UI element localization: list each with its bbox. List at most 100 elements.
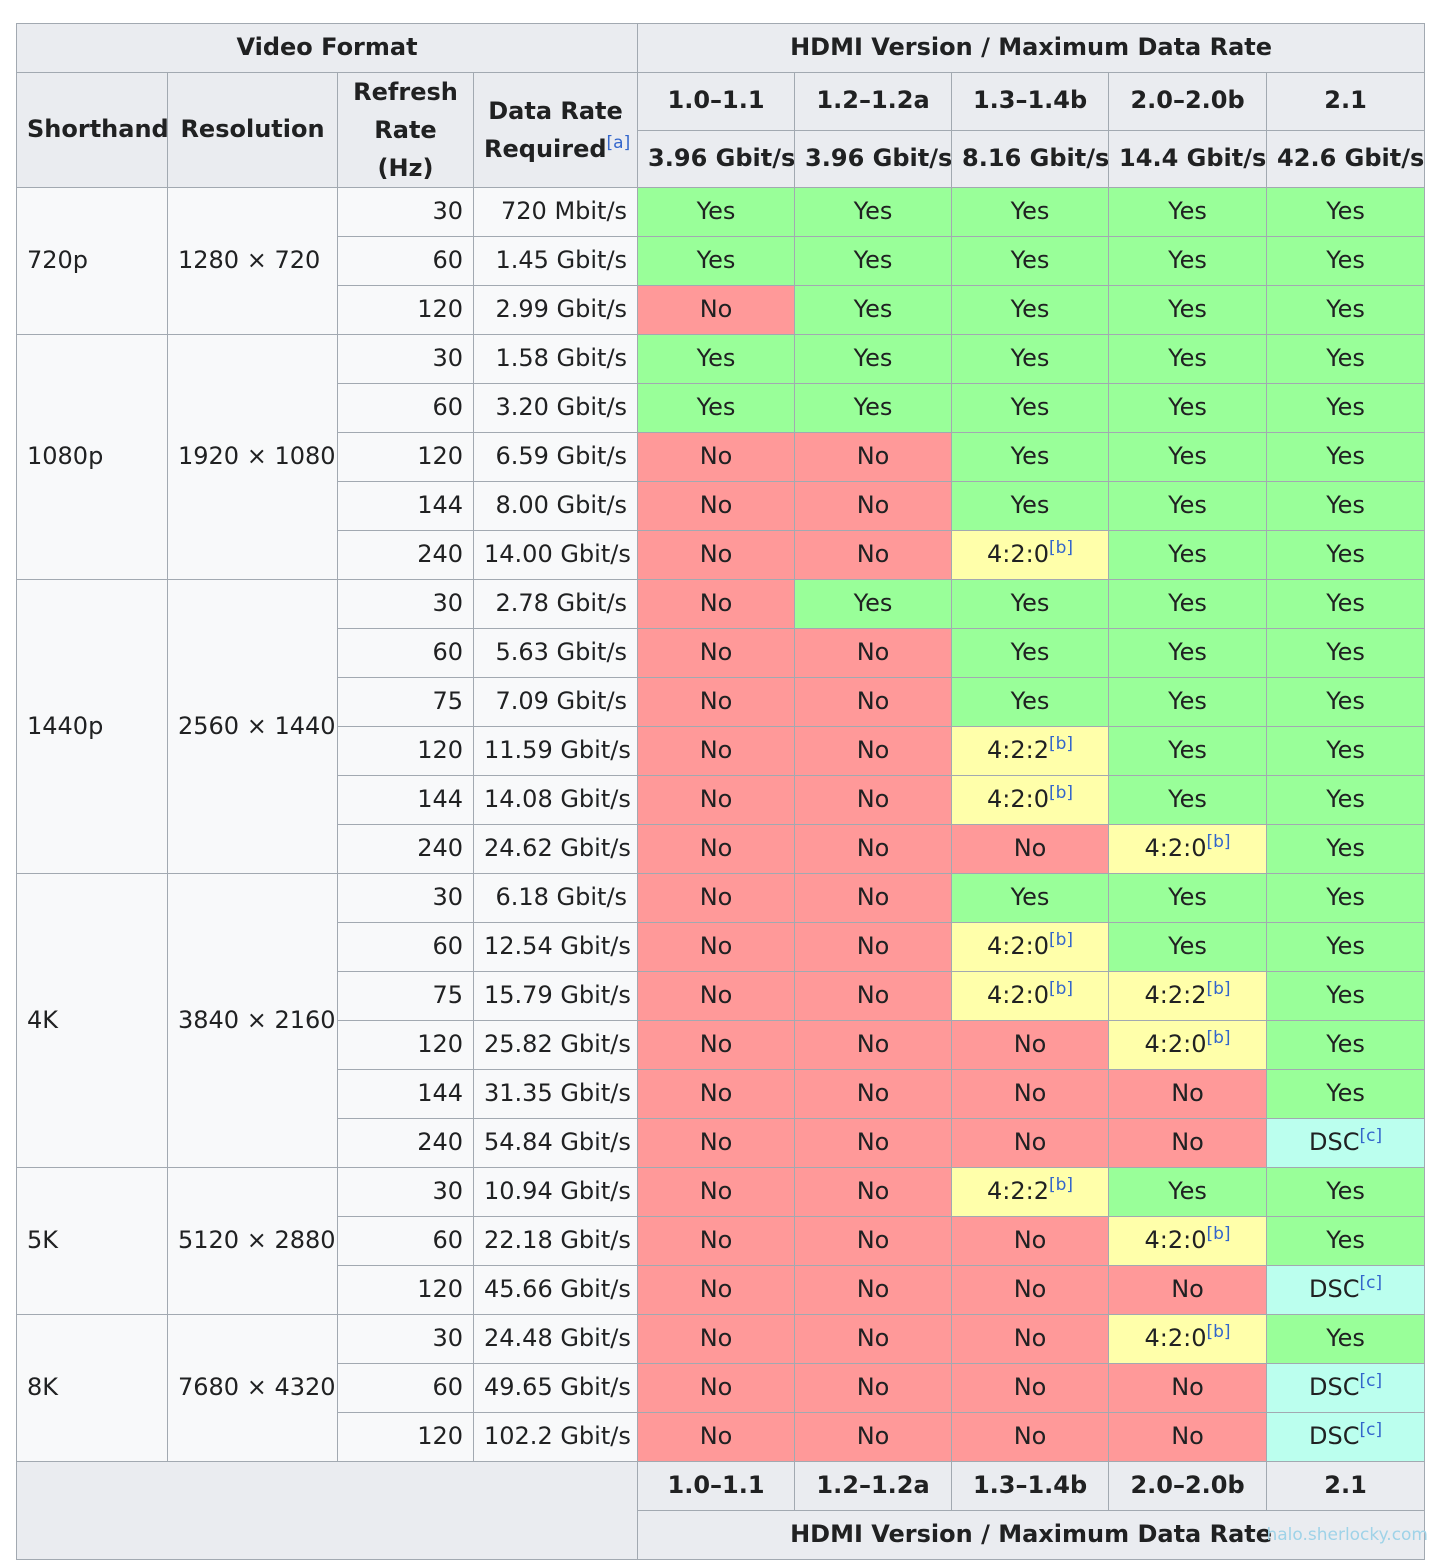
support-cell-no: No	[637, 677, 796, 727]
footnote-link-c[interactable]: [c]	[1359, 1273, 1383, 1294]
support-cell-no: No	[637, 726, 796, 776]
max-rate-header: 3.96 Gbit/s	[637, 129, 796, 188]
data-rate-cell: 24.62 Gbit/s	[472, 824, 639, 874]
shorthand-cell: 4K	[16, 873, 168, 1168]
refresh-rate-cell: 144	[337, 775, 474, 825]
footnote-link-b[interactable]: [b]	[1206, 1028, 1231, 1049]
support-cell-part: 4:2:2[b]	[1108, 971, 1268, 1021]
refresh-rate-cell: 240	[337, 1118, 474, 1168]
data-rate-cell: 24.48 Gbit/s	[472, 1314, 639, 1364]
table-row: 75 15.79 Gbit/s No No 4:2:0[b] 4:2:2[b] Yes	[17, 971, 1426, 1021]
support-value: Yes	[853, 295, 893, 324]
table-row: 1080p 1920 × 1080 30 1.58 Gbit/s Yes Yes Yes Ye…	[16, 334, 1426, 580]
support-value: Yes	[1326, 589, 1365, 618]
data-rate-cell: 11.59 Gbit/s	[472, 726, 639, 776]
table-row: 60 12.54 Gbit/s No No 4:2:0[b] Yes Yes	[17, 922, 1426, 972]
support-value: No	[856, 442, 890, 471]
support-cell-no: No	[637, 1412, 796, 1462]
support-cell-yes: Yes	[1108, 922, 1268, 972]
data-rate-cell: 10.94 Gbit/s	[472, 1167, 639, 1217]
support-cell-no: No	[794, 1314, 953, 1364]
support-value: Yes	[1010, 393, 1050, 422]
footnote-link-b[interactable]: [b]	[1049, 734, 1074, 755]
support-cell-yes: Yes	[637, 334, 796, 384]
support-value: No	[699, 834, 733, 863]
footnote-link-b[interactable]: [b]	[1049, 1175, 1074, 1196]
support-cell-yes: Yes	[951, 481, 1110, 531]
footnote-link-b[interactable]: [b]	[1206, 1322, 1231, 1343]
support-value: Yes	[1168, 491, 1207, 520]
support-cell-no: No	[637, 579, 796, 629]
support-cell-part: 4:2:0[b]	[1108, 824, 1268, 874]
shorthand-header: Shorthand	[16, 72, 168, 188]
footnote-link-b[interactable]: [b]	[1206, 979, 1231, 1000]
footnote-link-b[interactable]: [b]	[1206, 1224, 1231, 1245]
support-value: Yes	[1168, 246, 1207, 275]
resolution-cell: 7680 × 4320	[167, 1314, 338, 1462]
support-cell-part: 4:2:0[b]	[951, 775, 1110, 825]
support-value: No	[699, 1324, 733, 1353]
data-rate-cell: 7.09 Gbit/s	[472, 677, 639, 727]
footnote-link-b[interactable]: [b]	[1049, 538, 1074, 559]
support-cell-dsc: DSC[c]	[1266, 1412, 1426, 1462]
support-cell-no: No	[1108, 1412, 1268, 1462]
support-cell-part: 4:2:0[b]	[951, 530, 1110, 580]
refresh-rate-cell: 144	[337, 481, 474, 531]
support-value: No	[699, 883, 733, 912]
footnote-link-c[interactable]: [c]	[1359, 1371, 1383, 1392]
support-value: No	[699, 1030, 733, 1059]
support-value: Yes	[1168, 197, 1207, 226]
footnote-link-b[interactable]: [b]	[1049, 783, 1074, 804]
shorthand-cell: 8K	[16, 1314, 168, 1462]
support-value: No	[1013, 1226, 1047, 1255]
support-value: No	[1013, 1079, 1047, 1108]
shorthand-cell: 720p	[16, 187, 168, 335]
support-value: Yes	[696, 393, 736, 422]
footnote-link-b[interactable]: [b]	[1049, 930, 1074, 951]
support-value: 4:2:0	[1144, 1226, 1207, 1255]
data-rate-cell: 31.35 Gbit/s	[472, 1069, 639, 1119]
support-value: Yes	[1326, 687, 1365, 716]
support-value: No	[856, 1275, 890, 1304]
refresh-rate-cell: 30	[337, 1167, 474, 1217]
hdmi-version-header: HDMI Version / Maximum Data Rate	[637, 23, 1426, 73]
support-value: No	[699, 1373, 733, 1402]
refresh-rate-cell: 120	[337, 1412, 474, 1462]
watermark: halo.sherlocky.com	[1266, 1525, 1428, 1545]
footnote-link-b[interactable]: [b]	[1206, 832, 1231, 853]
data-rate-cell: 8.00 Gbit/s	[472, 481, 639, 531]
support-value: 4:2:2	[1144, 981, 1207, 1010]
support-cell-part: 4:2:0[b]	[951, 922, 1110, 972]
support-value: No	[699, 1226, 733, 1255]
support-cell-no: No	[637, 1020, 796, 1070]
table-row: 60 49.65 Gbit/s No No No No DSC[c]	[17, 1363, 1426, 1413]
support-cell-yes: Yes	[1266, 628, 1426, 678]
support-cell-no: No	[637, 1363, 796, 1413]
support-cell-yes: Yes	[1266, 1314, 1426, 1364]
support-cell-yes: Yes	[794, 383, 953, 433]
footnote-link-a[interactable]: [a]	[606, 133, 631, 153]
support-cell-no: No	[637, 1265, 796, 1315]
footnote-link-b[interactable]: [b]	[1049, 979, 1074, 1000]
table-row: 75 7.09 Gbit/s No No Yes Yes Yes	[17, 677, 1426, 727]
support-cell-yes: Yes	[1108, 187, 1268, 237]
support-cell-yes: Yes	[1266, 334, 1426, 384]
data-rate-cell: 22.18 Gbit/s	[472, 1216, 639, 1266]
support-value: Yes	[1326, 393, 1365, 422]
support-value: No	[699, 1079, 733, 1108]
support-value: 4:2:0	[987, 932, 1049, 961]
data-rate-cell: 25.82 Gbit/s	[472, 1020, 639, 1070]
footnote-link-c[interactable]: [c]	[1359, 1420, 1383, 1441]
support-cell-yes: Yes	[1266, 677, 1426, 727]
support-cell-no: No	[637, 285, 796, 335]
footnote-link-c[interactable]: [c]	[1359, 1126, 1383, 1147]
max-rate-header: 42.6 Gbit/s	[1266, 129, 1426, 188]
support-cell-no: No	[637, 628, 796, 678]
refresh-rate-cell: 75	[337, 971, 474, 1021]
support-value: No	[856, 1226, 890, 1255]
table-row: 120 102.2 Gbit/s No No No No DSC[c]	[17, 1412, 1426, 1462]
data-rate-cell: 1.45 Gbit/s	[472, 236, 639, 286]
refresh-rate-cell: 60	[337, 1363, 474, 1413]
support-cell-yes: Yes	[1108, 726, 1268, 776]
support-cell-no: No	[951, 1314, 1110, 1364]
